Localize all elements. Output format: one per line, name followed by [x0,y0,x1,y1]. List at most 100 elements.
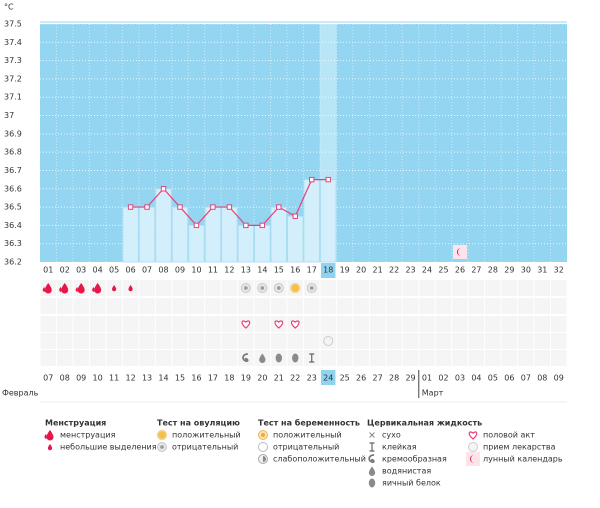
symbol-cell [73,316,89,332]
x-tick-label: 11 [208,266,218,275]
symbol-cell [402,316,419,332]
heart [241,320,251,329]
symbol-cell [402,333,419,349]
symbol-cell [468,298,485,314]
x-tick-label: 19 [340,266,350,275]
symbol-cell [518,298,534,314]
legend-label: водянистая [382,467,431,476]
icon-ovu-pos [156,429,168,441]
drop [47,444,53,451]
y-tick-label: 36.6 [4,184,22,193]
temperature-bar [138,206,156,263]
date-label: 16 [191,374,201,383]
icon-ovu-neg [257,283,268,293]
symbol-cell [501,298,518,314]
icon-pill [323,336,334,346]
temperature-point [226,204,233,210]
symbol-cell [369,350,386,366]
x-tick-label: 13 [241,266,251,275]
temperature-point [144,204,150,210]
legend-label: сухо [382,431,401,440]
symbol-cell [40,298,56,314]
selected-day-bg [320,263,336,278]
core [309,286,314,290]
date-label: 19 [241,374,251,383]
date-label: 07 [43,374,53,383]
icon-ovu-pos [290,282,301,294]
symbol-cell [452,350,468,366]
legend-label: половой акт [483,431,535,440]
symbol-cell [304,333,320,349]
symbol-cell [139,350,155,366]
icon-preg-pos [258,430,268,440]
i-beam [369,442,375,452]
symbol-cell [419,333,435,349]
x-tick-label: 26 [455,266,465,275]
symbol-cell [534,316,551,332]
x-tick-label: 21 [373,266,383,275]
drop [61,283,69,294]
date-label: 02 [438,374,448,383]
temperature-point [243,222,249,229]
x-tick-label: 15 [274,266,284,275]
symbol-cell [254,333,271,349]
legend-title: Тест на беременность [258,418,360,428]
symbol-cell [452,316,468,332]
symbol-cell [188,350,205,366]
y-tick-label: 37.5 [4,20,22,29]
date-label: 03 [455,374,465,383]
x-tick-label: 27 [471,266,481,275]
symbol-cell [336,280,353,296]
symbol-cell [304,298,320,314]
symbol-cell [419,350,435,366]
temperature-point [160,186,167,192]
symbol-cell [485,298,501,314]
symbol-cell [73,350,89,366]
core [261,433,265,437]
y-tick-label: 36.9 [4,129,22,138]
x-tick-label: 24 [422,266,432,275]
x-tick-label: 04 [93,266,103,275]
sun [290,282,301,294]
symbol-cell [122,298,139,314]
symbol-cell [172,333,188,349]
symbol-cell [56,316,73,332]
x-tick-label: 06 [125,266,135,275]
core [160,445,164,449]
y-tick-label: 37.3 [4,56,22,65]
x-tick-label: 31 [537,266,547,275]
symbol-cell [139,298,155,314]
symbol-cell [188,333,205,349]
date-label: 07 [521,374,531,383]
icon-watery [368,466,376,476]
crescent [470,455,474,463]
symbol-cell [139,333,155,349]
icon-moon [452,245,467,259]
symbol-cell [518,316,534,332]
symbol-cell [534,298,551,314]
symbol-cell [485,280,501,296]
symbol-cell [89,350,106,366]
date-label: 23 [307,374,317,383]
temperature-point [127,204,134,210]
symbol-cell [205,333,221,349]
legend-label: небольшие выделения [60,443,157,452]
symbol-cell [254,316,271,332]
symbol-cell [238,333,254,349]
icon-menstruation [59,283,69,294]
symbol-cell [369,333,386,349]
symbol-cell [320,350,336,366]
heart [274,320,284,329]
date-label: 14 [158,374,168,383]
symbol-cell [468,280,485,296]
icon-ovu-neg [273,283,284,293]
date-label: 06 [504,374,514,383]
x-tick-label: 29 [504,266,514,275]
moon-bg [466,452,480,466]
symbol-cell [419,316,435,332]
symbol-cell [419,280,435,296]
symbol-cell [501,350,518,366]
x-tick-label: 16 [290,266,300,275]
legend-label: лунный календарь [483,455,563,464]
drop [75,287,78,292]
